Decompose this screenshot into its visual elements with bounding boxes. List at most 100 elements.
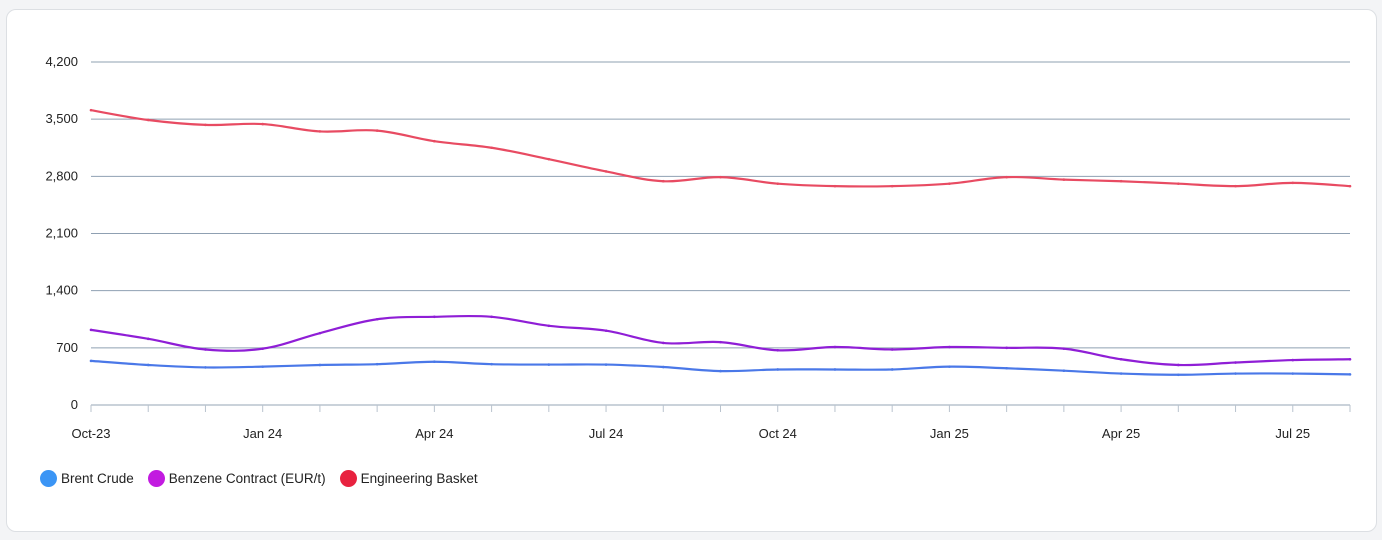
legend-item[interactable]: Engineering Basket <box>339 470 478 487</box>
data-point[interactable] <box>1177 373 1180 377</box>
x-tick-label: Jul 25 <box>1275 426 1310 441</box>
data-point[interactable] <box>948 365 951 368</box>
data-point[interactable] <box>661 365 665 369</box>
data-point[interactable] <box>1062 347 1066 350</box>
data-point[interactable] <box>547 324 551 328</box>
series-line <box>89 109 1352 188</box>
data-point[interactable] <box>261 122 264 126</box>
data-point[interactable] <box>948 182 951 185</box>
x-tick-label: Jan 25 <box>930 426 969 441</box>
data-point[interactable] <box>1062 178 1066 181</box>
data-point[interactable] <box>261 347 264 350</box>
data-point[interactable] <box>433 360 436 364</box>
data-point[interactable] <box>604 329 608 332</box>
data-point[interactable] <box>1177 182 1180 185</box>
data-point[interactable] <box>204 366 207 369</box>
y-tick-label: 1,400 <box>45 283 78 298</box>
data-point[interactable] <box>719 175 722 179</box>
data-point[interactable] <box>948 345 951 349</box>
x-tick-label: Oct-23 <box>71 426 110 441</box>
data-point[interactable] <box>1005 175 1008 179</box>
data-point[interactable] <box>261 365 264 368</box>
data-point[interactable] <box>89 359 93 363</box>
data-point[interactable] <box>890 348 894 351</box>
data-point[interactable] <box>833 184 837 188</box>
legend-label: Benzene Contract (EUR/t) <box>168 471 326 486</box>
data-point[interactable] <box>776 182 780 185</box>
y-tick-label: 2,100 <box>45 226 78 241</box>
data-point[interactable] <box>719 369 722 373</box>
data-point[interactable] <box>1234 184 1237 188</box>
gridlines <box>91 61 1350 349</box>
data-point[interactable] <box>661 341 665 345</box>
data-point[interactable] <box>375 362 379 366</box>
data-point[interactable] <box>318 363 322 367</box>
chart-legend: Brent Crude Benzene Contract (EUR/t) Engin… <box>40 470 478 487</box>
data-point[interactable] <box>776 368 780 371</box>
data-point[interactable] <box>490 362 493 366</box>
data-point[interactable] <box>1348 357 1352 361</box>
data-point[interactable] <box>604 170 608 173</box>
data-point[interactable] <box>1234 361 1237 364</box>
legend-item[interactable]: Brent Crude <box>40 470 134 487</box>
data-point[interactable] <box>89 328 93 332</box>
series-line <box>89 314 1352 367</box>
data-point[interactable] <box>1177 363 1180 367</box>
data-point[interactable] <box>890 184 894 188</box>
legend-swatch <box>339 470 357 487</box>
data-point[interactable] <box>1291 181 1295 185</box>
y-axis-tick-labels: 0 700 1,400 2,100 2,800 3,500 4,200 <box>45 54 78 412</box>
data-point[interactable] <box>547 157 551 161</box>
legend-label: Brent Crude <box>61 471 134 486</box>
data-point[interactable] <box>833 368 837 371</box>
data-point[interactable] <box>318 331 322 335</box>
x-tick-label: Apr 24 <box>415 426 453 441</box>
data-point[interactable] <box>318 130 322 133</box>
legend-swatch <box>40 470 57 487</box>
data-point[interactable] <box>433 139 436 143</box>
y-tick-label: 0 <box>71 397 78 412</box>
data-point[interactable] <box>547 363 551 366</box>
data-point[interactable] <box>1005 346 1008 350</box>
data-point[interactable] <box>1062 369 1066 373</box>
series-benzene-contract-eur-t[interactable] <box>89 314 1352 367</box>
y-tick-label: 3,500 <box>45 111 78 126</box>
data-point[interactable] <box>1005 366 1008 370</box>
data-point[interactable] <box>1348 184 1352 188</box>
data-point[interactable] <box>375 317 379 321</box>
data-point[interactable] <box>1234 372 1237 375</box>
data-point[interactable] <box>719 340 722 344</box>
data-point[interactable] <box>146 118 150 122</box>
y-tick-label: 700 <box>56 340 78 355</box>
data-point[interactable] <box>204 348 207 351</box>
series-engineering-basket[interactable] <box>89 108 1352 188</box>
data-point[interactable] <box>490 315 493 319</box>
data-point[interactable] <box>1119 372 1123 375</box>
data-point[interactable] <box>433 315 436 319</box>
legend-swatch <box>147 470 165 487</box>
data-point[interactable] <box>1291 358 1295 362</box>
data-point[interactable] <box>1119 179 1123 183</box>
data-point[interactable] <box>204 123 207 127</box>
y-tick-label: 4,200 <box>45 54 78 69</box>
series-brent-crude[interactable] <box>89 359 1352 377</box>
data-point[interactable] <box>661 179 665 183</box>
x-tick-label: Jul 24 <box>589 426 624 441</box>
data-point[interactable] <box>490 146 493 150</box>
x-axis: Oct-23 Jan 24 Apr 24 Jul 24 Oct 24 Jan 25 Apr … <box>71 404 1351 441</box>
data-point[interactable] <box>89 108 93 112</box>
data-point[interactable] <box>833 345 837 349</box>
legend-label: Engineering Basket <box>360 471 478 486</box>
data-point[interactable] <box>375 129 379 132</box>
legend-item[interactable]: Benzene Contract (EUR/t) <box>147 470 326 487</box>
data-point[interactable] <box>1348 373 1352 376</box>
data-point[interactable] <box>890 368 894 371</box>
data-point[interactable] <box>604 363 608 366</box>
data-point[interactable] <box>146 337 150 341</box>
data-point[interactable] <box>1291 372 1295 375</box>
data-point[interactable] <box>776 348 780 352</box>
data-point[interactable] <box>1119 357 1123 361</box>
x-tick-label: Apr 25 <box>1102 426 1140 441</box>
data-point[interactable] <box>146 363 150 367</box>
